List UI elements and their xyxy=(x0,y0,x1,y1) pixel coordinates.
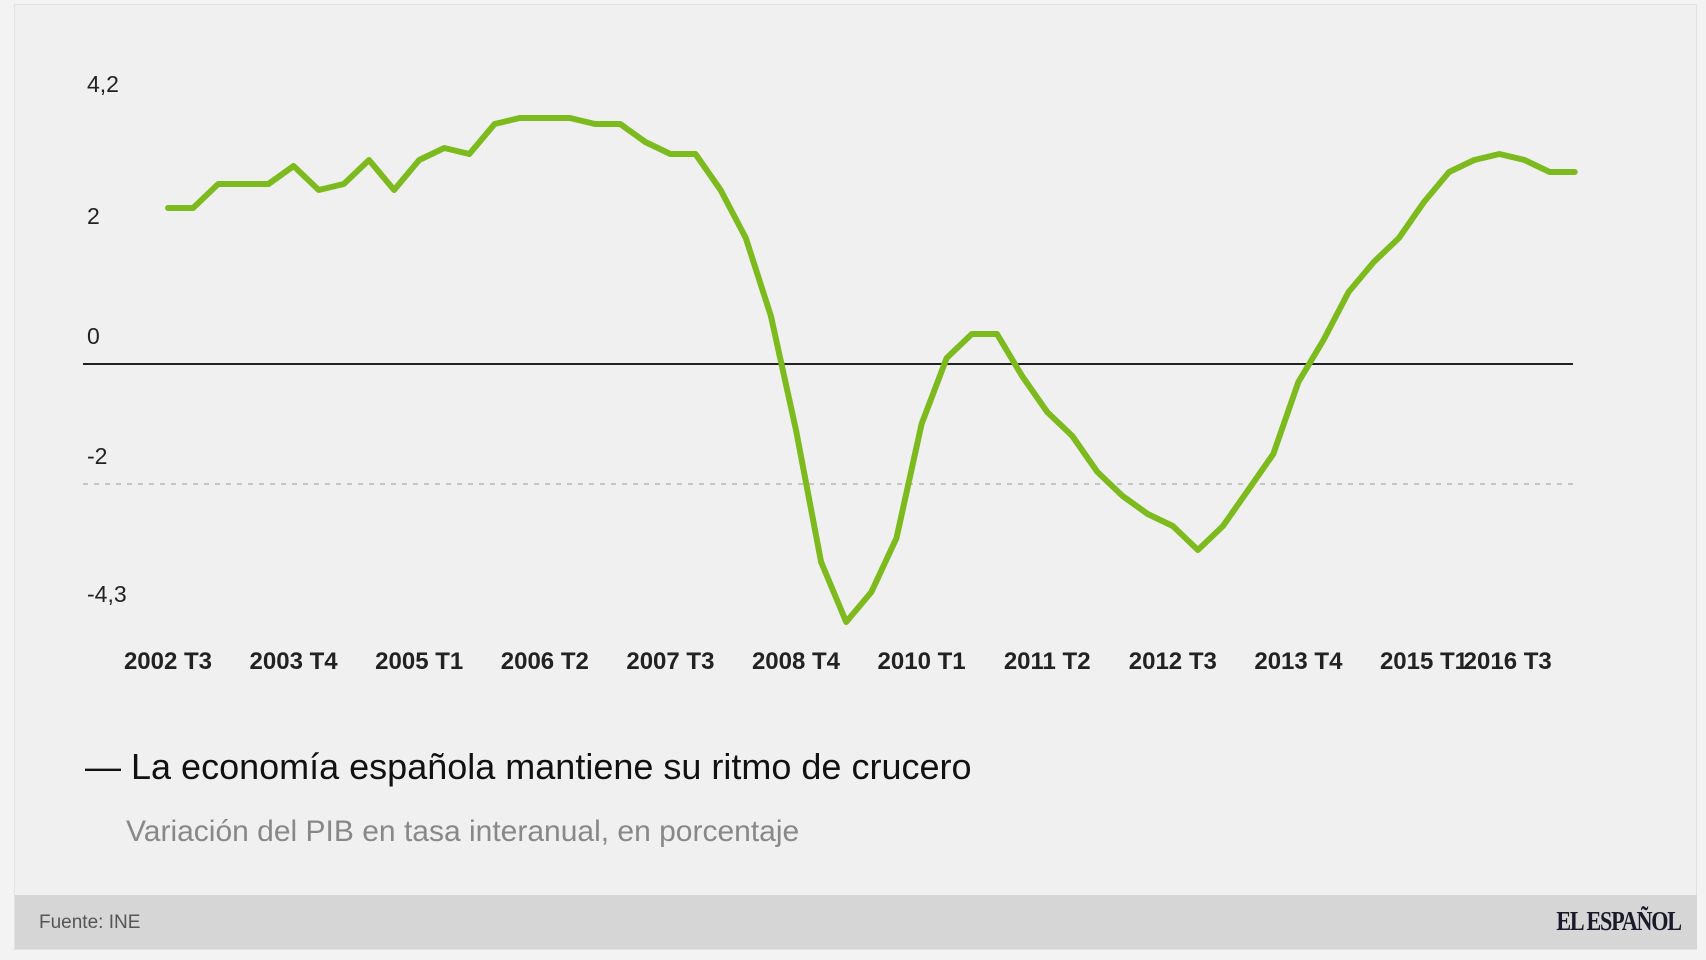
x-tick-label: 2013 T4 xyxy=(1254,648,1343,675)
gdp-series-line xyxy=(165,115,1578,625)
source-label: Fuente: INE xyxy=(39,912,141,933)
x-tick-label: 2015 T1 xyxy=(1379,648,1469,675)
brand-logo: EL ESPAÑOL xyxy=(1556,906,1683,936)
y-tick-label: -4,3 xyxy=(87,581,127,607)
x-tick-label: 2007 T3 xyxy=(626,648,715,675)
y-tick-label: 0 xyxy=(87,323,100,349)
y-tick-label: 2 xyxy=(87,203,100,229)
x-tick-label: 2011 T2 xyxy=(1003,648,1091,675)
title-text: La economía española mantiene su ritmo d… xyxy=(131,746,972,787)
x-tick-label: 2005 T1 xyxy=(375,648,464,675)
x-tick-label: 2010 T1 xyxy=(877,648,966,675)
title-dash: — xyxy=(85,746,121,787)
chart-card xyxy=(14,4,1697,950)
chart-title: — La economía española mantiene su ritmo… xyxy=(85,746,972,788)
footer-band: Fuente: INE EL ESPAÑOL xyxy=(15,895,1697,949)
chart-subtitle: Variación del PIB en tasa interanual, en… xyxy=(126,815,800,848)
line-chart-plot xyxy=(83,115,1578,625)
x-tick-label: 2012 T3 xyxy=(1128,648,1217,675)
x-tick-label: 2002 T3 xyxy=(123,648,213,675)
x-tick-label: 2006 T2 xyxy=(500,648,589,675)
y-tick-label: -2 xyxy=(87,443,108,469)
x-tick-label: 2003 T4 xyxy=(249,648,338,675)
x-tick-label: 2016 T3 xyxy=(1463,648,1552,675)
y-tick-label: 4,2 xyxy=(87,71,119,97)
x-tick-label: 2008 T4 xyxy=(751,648,841,675)
